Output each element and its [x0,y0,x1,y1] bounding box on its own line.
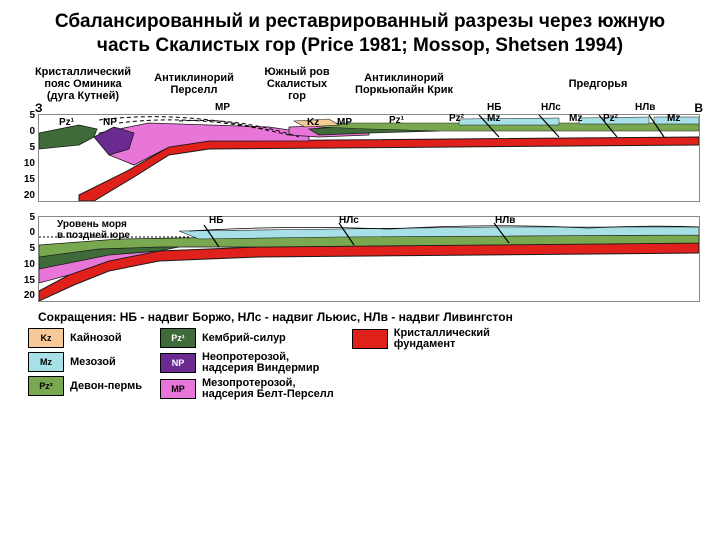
legend-kz: Kz Кайнозой [28,328,142,348]
lbl-kz: Kz [307,117,319,128]
tick: 5 [9,212,35,223]
section-b-svg [39,217,699,301]
tick: 20 [9,290,35,301]
tick: 15 [9,174,35,185]
lbl-np: NP [103,117,117,128]
y-axis-b: 5 0 5 10 15 20 [9,217,37,301]
legend-col-3: Кристаллический фундамент [352,328,490,400]
lbl-pz1b: Pz¹ [389,115,404,126]
legend-pz1: Pz¹ Кембрий-силур [160,328,334,348]
tick: 10 [9,158,35,169]
tick: 10 [9,259,35,270]
lbl-nb: НБ [487,102,501,113]
region-1: Кристаллический пояс Оминика (дуга Кутне… [28,66,138,102]
legend-np: NP Неопротерозой, надсерия Виндермир [160,352,334,374]
lbl-pz2b: Pz² [603,113,618,124]
swatch-mp: MP [160,379,196,399]
lbl-nls-b: НЛс [339,215,359,226]
legend-label: Кристаллический фундамент [394,328,490,350]
dir-west: З [35,101,43,115]
tick: 5 [9,142,35,153]
legend-label: Девон-пермь [70,380,142,392]
swatch-kz: Kz [28,328,64,348]
tick: 0 [9,126,35,137]
y-axis-a: 5 0 5 10 15 20 [9,115,37,201]
swatch-pz1: Pz¹ [160,328,196,348]
legend-label: Мезозой [70,356,116,368]
tick: 5 [9,110,35,121]
lbl-nb-b: НБ [209,215,223,226]
dir-east: В [694,101,703,115]
swatch-basement [352,329,388,349]
lbl-mz2: Mz [569,113,582,124]
legend-label: Мезопротерозой, надсерия Белт-Перселл [202,378,334,400]
legend-mp: MP Мезопротерозой, надсерия Белт-Перселл [160,378,334,400]
tick: 15 [9,275,35,286]
region-5: Предгорья [548,78,648,90]
legend-col-1: Kz Кайнозой Mz Мезозой Pz² Девон-пермь [28,328,142,400]
swatch-np: NP [160,353,196,373]
region-2: Антиклинорий Перселл [144,72,244,96]
legend: Kz Кайнозой Mz Мезозой Pz² Девон-пермь P… [28,328,700,400]
legend-mz: Mz Мезозой [28,352,142,372]
tick: 20 [9,190,35,201]
lbl-pz1a: Pz¹ [59,117,74,128]
lbl-pz2: Pz² [449,113,464,124]
page-title: Сбалансированный и реставрированный разр… [0,0,720,66]
lbl-nlv-b: НЛв [495,215,515,226]
lbl-nlv: НЛв [635,102,655,113]
tick: 5 [9,243,35,254]
swatch-mz: Mz [28,352,64,372]
swatch-pz2: Pz² [28,376,64,396]
region-3: Южный ров Скалистых гор [258,66,336,102]
sea-level-note: Уровень моря в поздней юре [57,219,130,241]
lbl-mp: MP [215,102,230,113]
legend-basement: Кристаллический фундамент [352,328,490,350]
cross-section-a: З В 5 0 5 10 15 20 Pz¹ [38,114,700,202]
legend-label: Неопротерозой, надсерия Виндермир [202,352,319,374]
section-a-svg [39,115,699,201]
lbl-mz: Mz [487,113,500,124]
lbl-mp2: MP [337,117,352,128]
legend-label: Кайнозой [70,332,122,344]
abbreviations: Сокращения: НБ - надвиг Боржо, НЛс - над… [38,310,700,324]
legend-label: Кембрий-силур [202,332,286,344]
region-labels: Кристаллический пояс Оминика (дуга Кутне… [0,66,720,114]
legend-pz2: Pz² Девон-пермь [28,376,142,396]
lbl-mz3: Mz [667,113,680,124]
legend-col-2: Pz¹ Кембрий-силур NP Неопротерозой, надс… [160,328,334,400]
cross-section-b: 5 0 5 10 15 20 Уровень моря в поздней юр… [38,216,700,302]
tick: 0 [9,227,35,238]
region-4: Антиклинорий Поркьюпайн Крик [344,72,464,96]
lbl-nls: НЛс [541,102,561,113]
